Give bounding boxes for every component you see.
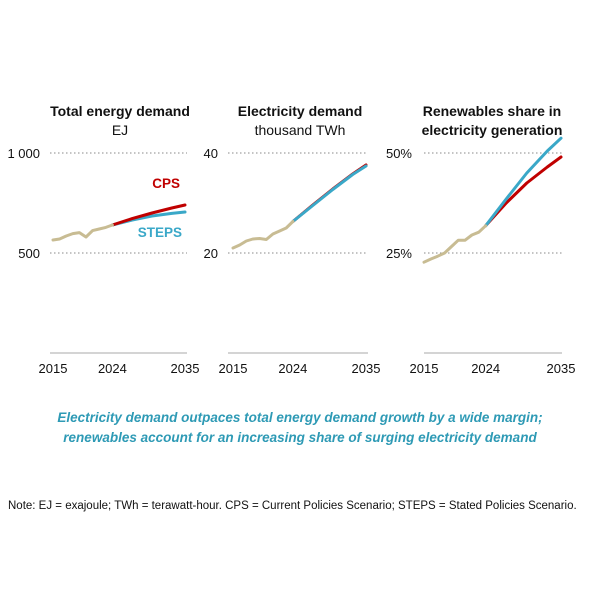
- series-label-steps: STEPS: [138, 225, 182, 240]
- chart-subtitle: thousand TWh: [255, 122, 346, 138]
- y-tick-label: 25%: [386, 246, 412, 261]
- x-tick-label: 2015: [39, 361, 68, 376]
- x-tick-label: 2024: [98, 361, 127, 376]
- y-tick-label: 500: [18, 246, 40, 261]
- series-line-cps: [484, 155, 563, 228]
- chart-title: electricity generation: [422, 122, 563, 138]
- x-tick-label: 2024: [278, 361, 307, 376]
- history-line: [51, 223, 114, 242]
- chart-area: Total energy demand EJ 1 000 500 2015 2024 203…: [7, 103, 576, 376]
- chart-subtitle: EJ: [112, 122, 128, 138]
- history-line: [422, 224, 488, 264]
- x-tick-label: 2015: [219, 361, 248, 376]
- x-tick-label: 2024: [471, 361, 500, 376]
- caption-line-2: renewables account for an increasing sha…: [63, 430, 537, 445]
- y-tick-label: 40: [204, 146, 218, 161]
- series-line-cps: [110, 203, 187, 227]
- chart-title: Total energy demand: [50, 103, 190, 119]
- note: Note: EJ = exajoule; TWh = terawatt-hour…: [8, 500, 577, 512]
- y-tick-label: 50%: [386, 146, 412, 161]
- series-line-steps: [291, 164, 368, 223]
- x-tick-label: 2035: [547, 361, 576, 376]
- x-tick-label: 2035: [352, 361, 381, 376]
- x-tick-label: 2035: [171, 361, 200, 376]
- series-label-cps: CPS: [152, 176, 180, 191]
- chart-caption: Electricity demand outpaces total energy…: [0, 408, 600, 448]
- series-line-steps: [484, 136, 563, 228]
- x-tick-label: 2015: [410, 361, 439, 376]
- caption-line-1: Electricity demand outpaces total energy…: [57, 410, 543, 425]
- chart-title: Renewables share in: [423, 103, 562, 119]
- chart-title: Electricity demand: [238, 103, 363, 119]
- history-line: [231, 220, 295, 250]
- y-tick-label: 20: [204, 246, 218, 261]
- y-tick-label: 1 000: [7, 146, 40, 161]
